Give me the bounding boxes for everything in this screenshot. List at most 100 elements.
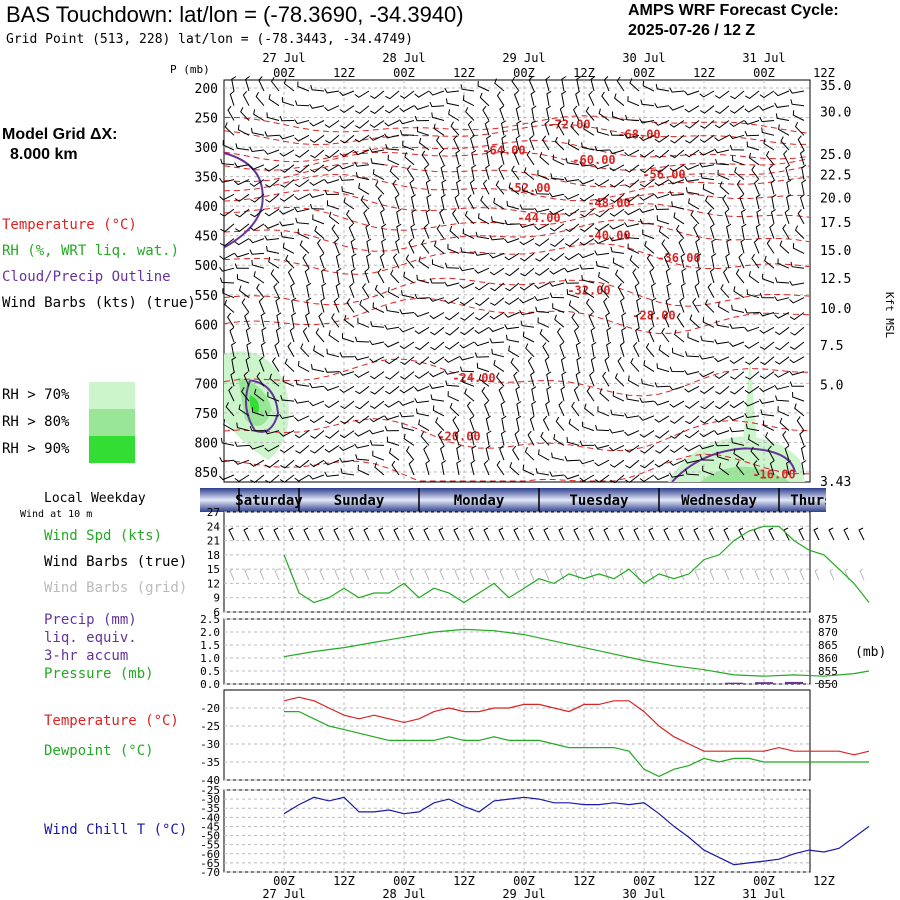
wind-barb [269, 373, 280, 387]
wind-barb-true [318, 527, 325, 541]
wind-barb [745, 90, 760, 100]
wind-barb [314, 225, 325, 239]
wind-barb [630, 357, 640, 372]
wind-barb [639, 474, 655, 483]
wind-barb [355, 400, 370, 410]
wind-barb-grid [769, 568, 775, 581]
wind-barb [408, 238, 415, 254]
wind-barb [235, 143, 250, 151]
wind-barb [750, 446, 760, 461]
wind-barb [644, 240, 655, 254]
wind-barb [755, 194, 761, 210]
wind-barb [601, 91, 610, 106]
wind-barb [285, 254, 295, 269]
wind-barb [744, 308, 760, 314]
wind-barb [401, 290, 415, 299]
wind-barb [778, 124, 790, 136]
wind-barb [459, 297, 475, 306]
wind-barb [399, 326, 415, 333]
wind-barb [627, 375, 640, 387]
wind-barb-true [363, 527, 370, 541]
height-tick: 5.0 [820, 379, 843, 394]
wind-barb [624, 430, 640, 437]
wind-barb-grid [739, 568, 745, 581]
precip-pressure-panel-ytick: 0.0 [200, 678, 220, 691]
wind-barb [354, 134, 370, 143]
wind-barb-true [393, 527, 400, 541]
wind-barb-grid [424, 568, 430, 581]
bottom-time-tick: 00Z [753, 874, 775, 888]
wind-barb [358, 183, 370, 195]
wind-barb [549, 253, 565, 262]
wind-barb [545, 400, 550, 417]
wind-barb [609, 444, 625, 452]
wind-barb [414, 371, 430, 379]
wind-barb [234, 179, 250, 186]
wind-barb [685, 120, 700, 129]
wind-barb [249, 426, 265, 432]
wind-barb-true [273, 527, 280, 541]
wind-barb [440, 194, 446, 210]
wind-barb [599, 388, 610, 402]
precip-panel-label-2: 3-hr accum [44, 648, 129, 664]
wind-barb [440, 445, 445, 461]
wind-barb-grid [409, 568, 415, 581]
wind-barb [354, 355, 370, 361]
wind-barb [294, 430, 310, 439]
wind-barb [429, 371, 445, 378]
wind-barb [576, 76, 582, 92]
temperature-contour-label: -48.00 [587, 196, 630, 210]
wind-barb [414, 312, 430, 318]
wind-barb [309, 164, 325, 173]
wind-barb [624, 413, 640, 419]
wind-barb [420, 431, 430, 446]
wind-barb [669, 472, 685, 478]
wind-barb [514, 430, 520, 446]
wind-barb [459, 282, 475, 289]
wind-barb [339, 370, 355, 376]
wind-barb [783, 150, 790, 166]
wind-barb [312, 214, 325, 225]
temperature-contour [223, 173, 810, 202]
wind-barb [345, 209, 355, 225]
wind-barb [610, 246, 625, 254]
wind-barb [459, 341, 475, 349]
wind-barb [456, 179, 462, 195]
wind-barb [530, 371, 535, 387]
wind-barb [730, 90, 745, 100]
wind-barb-grid [274, 568, 280, 581]
wind-barb [590, 75, 596, 92]
wind-barb [242, 90, 250, 106]
wind-barb [549, 208, 565, 216]
wind-barb [309, 415, 325, 424]
wind-barb [306, 282, 312, 298]
wind-barb [324, 367, 340, 373]
page-title: BAS Touchdown: lat/lon = (-78.3690, -34.… [6, 2, 464, 27]
wind-barb-true [333, 527, 340, 541]
wind-barb-grid [349, 568, 355, 581]
cloud-outline-1 [245, 379, 280, 433]
wind-barb [276, 312, 282, 328]
wind-barb [496, 91, 505, 106]
wind-barb [414, 293, 430, 299]
wind-barb [733, 448, 745, 461]
wind-barb [714, 415, 730, 423]
wind-barb [389, 166, 400, 180]
wind-barb [380, 208, 385, 225]
wind-barb [685, 351, 700, 358]
wind-barb [733, 286, 745, 299]
wind-barb [590, 327, 596, 343]
wind-barb [565, 238, 580, 247]
wind-barb [324, 385, 340, 391]
wind-barb [715, 385, 730, 395]
wind-chill-panel-ytick: -55 [200, 839, 220, 852]
wind-barb [234, 441, 250, 447]
wind-barb [467, 194, 475, 210]
wind-barb [565, 157, 580, 166]
wind-barb [524, 447, 535, 461]
wind-barb [699, 90, 715, 98]
wind-barb [666, 282, 672, 298]
wind-barb [627, 243, 640, 254]
top-time-tick: 12Z [693, 66, 715, 80]
legend-item-2: Cloud/Precip Outline [2, 269, 171, 285]
